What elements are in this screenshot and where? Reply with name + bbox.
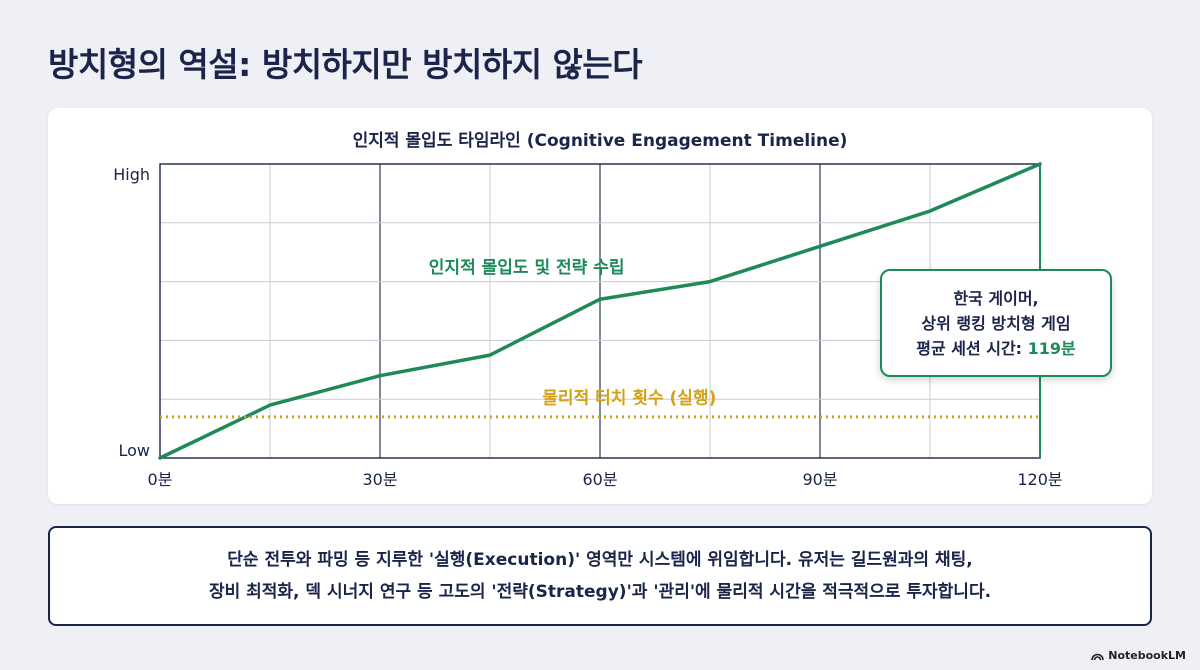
session-time-callout: 한국 게이머, 상위 랭킹 방치형 게임 평균 세션 시간: 119분 [880, 269, 1112, 377]
chart-grid [160, 164, 1040, 458]
callout-line-1: 한국 게이머, [953, 288, 1039, 308]
y-tick-label-low: Low [118, 441, 150, 460]
x-tick-label: 30분 [362, 470, 397, 489]
caption-line-2: 장비 최적화, 덱 시너지 연구 등 고도의 '전략(Strategy)'과 '… [208, 582, 992, 602]
engagement-line [158, 162, 1042, 460]
caption-line-1: 단순 전투와 파밍 등 지루한 '실행(Execution)' 영역만 시스템에… [227, 550, 973, 570]
chart-card: 인지적 몰입도 타임라인 (Cognitive Engagement Timel… [48, 108, 1152, 504]
notebooklm-logo-icon [1091, 653, 1105, 660]
page-title: 방치형의 역설: 방치하지만 방치하지 않는다 [48, 45, 643, 84]
x-tick-label: 0분 [148, 470, 173, 489]
y-tick-label-high: High [113, 165, 150, 184]
chart-title: 인지적 몰입도 타임라인 (Cognitive Engagement Timel… [353, 130, 848, 151]
callout-session-label: 평균 세션 시간: [916, 338, 1028, 358]
touch-series-label: 물리적 터치 횟수 (실행) [542, 389, 716, 409]
brand-watermark: NotebookLM [1091, 649, 1186, 662]
callout-session-value: 119분 [1027, 338, 1076, 358]
brand-name: NotebookLM [1108, 649, 1186, 662]
caption-box: 단순 전투와 파밍 등 지루한 '실행(Execution)' 영역만 시스템에… [48, 526, 1152, 626]
x-tick-label: 60분 [582, 470, 617, 489]
x-tick-label: 90분 [802, 470, 837, 489]
callout-line-3: 평균 세션 시간: 119분 [916, 336, 1076, 361]
x-tick-label: 120분 [1017, 470, 1062, 489]
callout-line-2: 상위 랭킹 방치형 게임 [921, 313, 1071, 333]
engagement-series-label: 인지적 몰입도 및 전략 수립 [429, 258, 625, 278]
engagement-chart: 인지적 몰입도 타임라인 (Cognitive Engagement Timel… [113, 130, 1062, 489]
